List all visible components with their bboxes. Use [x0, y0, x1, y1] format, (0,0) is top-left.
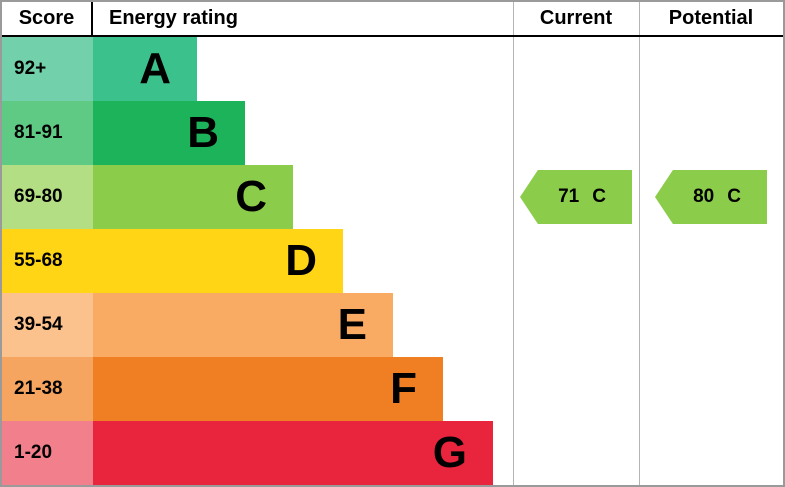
current-column-header: Current: [539, 7, 613, 29]
potential-cell: [639, 229, 783, 293]
energy-rating-column-header: Energy rating: [109, 7, 238, 29]
potential-cell: [639, 37, 783, 101]
potential-rating-band: C: [727, 186, 741, 207]
chart-header: Score Energy rating Current Potential: [2, 2, 783, 37]
current-cell: [513, 37, 639, 101]
current-cell: [513, 229, 639, 293]
potential-column-header: Potential: [668, 7, 754, 29]
score-range-label: 81-91: [14, 122, 63, 143]
score-range-label: 69-80: [14, 186, 63, 207]
column-divider-current: [513, 2, 514, 485]
band-rows: 92+ A 81-91 B 69-80 C 71 C: [2, 37, 783, 485]
column-divider-potential: [639, 2, 640, 485]
current-rating-band: C: [592, 186, 606, 207]
band-letter: D: [285, 236, 317, 285]
band-bar-area: C: [93, 165, 513, 229]
score-range-label: 1-20: [14, 442, 53, 463]
band-score-cell: 69-80: [2, 165, 93, 229]
band-bar-area: E: [93, 293, 513, 357]
band-score-cell: 92+: [2, 37, 93, 101]
band-bar: E: [93, 293, 393, 357]
band-score-cell: 81-91: [2, 101, 93, 165]
score-column-header: Score: [2, 2, 93, 35]
band-score-cell: 21-38: [2, 357, 93, 421]
band-bar: G: [93, 421, 493, 485]
band-bar-area: D: [93, 229, 513, 293]
potential-cell: [639, 293, 783, 357]
band-bar-area: B: [93, 101, 513, 165]
current-cell: [513, 421, 639, 485]
current-cell: [513, 293, 639, 357]
band-row-d: 55-68 D: [2, 229, 783, 293]
band-bar-area: A: [93, 37, 513, 101]
score-range-label: 39-54: [14, 314, 63, 335]
current-rating-arrow: 71 C: [520, 170, 632, 224]
band-letter: A: [139, 44, 171, 93]
current-cell: [513, 357, 639, 421]
band-row-f: 21-38 F: [2, 357, 783, 421]
potential-rating-value: 80: [693, 186, 715, 207]
band-bar: B: [93, 101, 245, 165]
band-bar: A: [93, 37, 197, 101]
potential-rating-arrow: 80 C: [655, 170, 767, 224]
score-range-label: 55-68: [14, 250, 63, 271]
band-score-cell: 55-68: [2, 229, 93, 293]
band-row-b: 81-91 B: [2, 101, 783, 165]
band-score-cell: 39-54: [2, 293, 93, 357]
band-row-g: 1-20 G: [2, 421, 783, 485]
potential-cell: [639, 421, 783, 485]
band-letter: F: [390, 364, 417, 413]
band-letter: C: [235, 172, 267, 221]
current-cell: 71 C: [513, 165, 639, 229]
score-range-label: 21-38: [14, 378, 63, 399]
band-letter: E: [337, 300, 367, 349]
band-bar: D: [93, 229, 343, 293]
band-letter: B: [187, 108, 219, 157]
band-row-c: 69-80 C 71 C 80 C: [2, 165, 783, 229]
band-bar-area: F: [93, 357, 513, 421]
band-bar: F: [93, 357, 443, 421]
potential-cell: [639, 101, 783, 165]
potential-cell: 80 C: [639, 165, 783, 229]
band-score-cell: 1-20: [2, 421, 93, 485]
band-bar-area: G: [93, 421, 513, 485]
current-cell: [513, 101, 639, 165]
band-letter: G: [432, 428, 467, 477]
score-range-label: 92+: [14, 58, 47, 79]
band-row-a: 92+ A: [2, 37, 783, 101]
band-row-e: 39-54 E: [2, 293, 783, 357]
potential-cell: [639, 357, 783, 421]
current-rating-value: 71: [558, 186, 580, 207]
band-bar: C: [93, 165, 293, 229]
